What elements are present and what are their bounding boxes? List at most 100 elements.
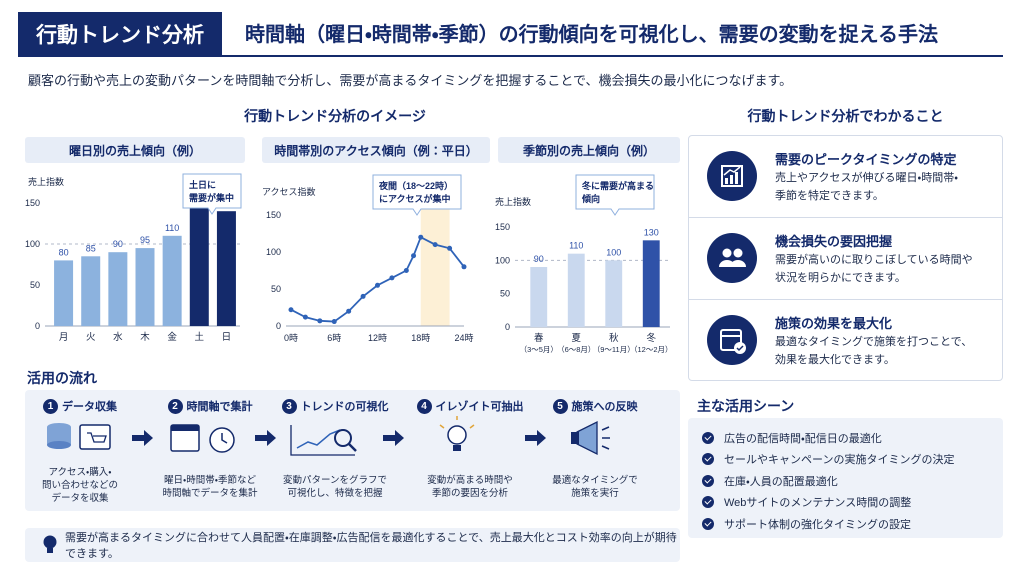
y-tick-label: 50	[500, 289, 510, 299]
text-line: 可視化し、特徴を把握	[287, 488, 383, 499]
finding-title: 需要のピークタイミングの特定	[775, 152, 957, 167]
y-tick-label: 50	[271, 284, 281, 294]
icon	[707, 151, 757, 201]
y-tick-label: 50	[30, 280, 40, 290]
x-tick-label: 秋	[609, 332, 619, 344]
icon-trend	[290, 425, 357, 456]
point	[389, 275, 395, 281]
flow-step: 2 時間軸で集計 曜日・時間帯・季節など 時間軸でデータを集計	[145, 398, 275, 500]
y-tick-label: 150	[266, 210, 281, 220]
bar	[108, 252, 128, 326]
x-tick-label: 土	[195, 331, 205, 343]
y-axis-label: アクセス指数	[262, 186, 316, 197]
chart-title: 季節別の売上傾向（例）	[498, 137, 680, 163]
callout	[182, 173, 242, 215]
point	[375, 282, 380, 288]
text-line: 最適なタイミングで	[552, 475, 638, 486]
text-line: 売上やアクセスが伸びる曜日・時間帯・	[775, 172, 958, 184]
chart: 売上指数 0 50 100 150 90 春（3〜5月） 110 夏（6〜8月） 100 秋（9〜1…	[495, 174, 673, 354]
annotation: 夜間（18〜22時）	[378, 180, 453, 191]
badge: 行動トレンド分析	[18, 12, 222, 55]
icon	[707, 315, 757, 365]
y-tick-label: 100	[495, 255, 510, 265]
x-tick-label: 12時	[368, 333, 387, 343]
callout	[372, 174, 462, 216]
bar	[162, 235, 182, 326]
flow-step: 4 イレゾイト可抽出変動が高まる時間や 季節の要因を分析	[405, 398, 535, 500]
scene-text: セールやキャンペーンの実施タイミングの決定	[724, 454, 955, 467]
bar	[567, 253, 585, 327]
annotation: 傾向	[581, 193, 600, 204]
x-tick-label: 6時	[327, 333, 341, 343]
x-tick-label: 冬	[646, 332, 656, 344]
value-label: 130	[644, 227, 659, 237]
finding-text: 最適なタイミングで施策を打つことで、 効果を最大化できます。	[775, 333, 995, 369]
text-line: データを収集	[51, 493, 109, 504]
y-tick-label: 0	[35, 321, 40, 331]
scene-item: セールやキャンペーンの実施タイミングの決定	[702, 449, 989, 471]
point	[411, 253, 417, 259]
note: 需要が高まるタイミングに合わせて人員配置・在庫調整・広告配信を最適化することで、…	[25, 528, 680, 562]
check-icon	[702, 431, 714, 444]
bar	[81, 256, 101, 326]
point	[418, 234, 424, 240]
bar	[135, 248, 155, 326]
flow-step: 3 トレンドの可視化 変動パターンをグラフで 可視化し、特徴を把握	[270, 398, 400, 500]
x-tick-label: 夏	[571, 333, 581, 344]
page-title: 時間軸（曜日・時間帯・季節）の行動傾向を可視化し、需要の変動を捉える手法	[245, 24, 938, 46]
point	[346, 308, 352, 314]
value-label: 110	[569, 241, 583, 251]
value-label: 80	[59, 247, 69, 257]
scene-text: 広告の配信時間・配信日の最適化	[724, 432, 882, 445]
annotation: にアクセスが集中	[379, 193, 451, 204]
x-tick-label: 金	[167, 331, 177, 343]
x-tick-note: （6〜8月）	[557, 345, 595, 354]
y-tick-label: 150	[25, 198, 40, 208]
y-axis-label: 売上指数	[495, 196, 531, 207]
finding-text: 売上やアクセスが伸びる曜日・時間帯・ 季節を特定できます。	[775, 169, 995, 205]
check-icon	[702, 453, 714, 466]
finding: 機会損失の要因把握 需要が高いのに取りこぼしている時間や 状況を明らかにできます。	[689, 218, 1002, 300]
bar	[642, 240, 660, 327]
step-text: 変動が高まる時間や 季節の要因を分析	[405, 474, 535, 500]
point	[447, 245, 453, 251]
scene-text: サポート体制の強化タイミングの設定	[724, 518, 911, 531]
text-line: 状況を明らかにできます。	[775, 272, 906, 284]
step-label: イレゾイト可抽出	[435, 401, 524, 413]
finding-text: 需要が高いのに取りこぼしている時間や 状況を明らかにできます。	[775, 251, 995, 287]
note-text: 需要が高まるタイミングに合わせて人員配置・在庫調整・広告配信を最適化することで、…	[65, 532, 677, 560]
point	[317, 318, 323, 324]
icon-data	[47, 423, 111, 450]
x-tick-label: 18時	[411, 333, 430, 343]
icon-calendar	[170, 424, 235, 453]
y-tick-label: 100	[266, 247, 281, 257]
text-line: 施策を実行	[571, 488, 619, 499]
step-label: 施策への反映	[571, 401, 638, 413]
callout	[575, 174, 655, 216]
chart-title: 時間帯別のアクセス傾向（例：平日）	[262, 137, 490, 163]
x-tick-label: 木	[140, 331, 150, 343]
step-title: 4 イレゾイト可抽出	[405, 398, 535, 414]
finding: 施策の効果を最大化 最適なタイミングで施策を打つことで、 効果を最大化できます。	[689, 300, 1002, 382]
step-text: 変動パターンをグラフで 可視化し、特徴を把握	[270, 474, 400, 500]
check-icon	[702, 517, 714, 530]
point	[461, 264, 467, 270]
value-label: 85	[86, 243, 96, 253]
step-number: 2	[167, 398, 183, 414]
scene-item: 在庫・人員の配置最適化	[702, 470, 989, 492]
icon-megaphone	[571, 420, 610, 456]
text-line: 問い合わせなどの	[41, 480, 118, 491]
value-label: 95	[140, 235, 150, 245]
point	[432, 242, 438, 248]
highlight-band	[420, 195, 450, 326]
text-line: 最適なタイミングで施策を打つことで、	[775, 336, 973, 348]
y-tick-label: 0	[276, 321, 281, 331]
point	[403, 268, 409, 273]
finding-title: 機会損失の要因把握	[775, 234, 893, 249]
text-line: 曜日・時間帯・季節など	[164, 475, 256, 486]
step-title: 1 データ収集	[15, 398, 145, 414]
x-tick-note: （3〜5月）	[520, 345, 558, 354]
scene-item: サポート体制の強化タイミングの設定	[702, 513, 989, 535]
step-text: 曜日・時間帯・季節など 時間軸でデータを集計	[145, 474, 275, 500]
section-title: 活用の流れ	[27, 370, 97, 386]
